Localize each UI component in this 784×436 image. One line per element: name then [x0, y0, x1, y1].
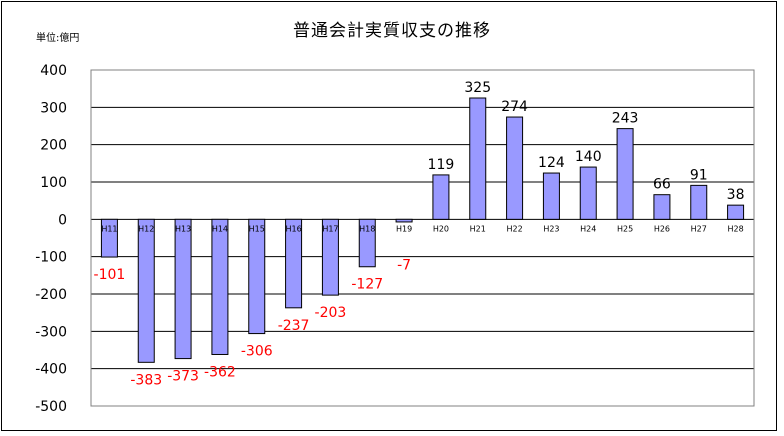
- data-label: 91: [690, 167, 708, 183]
- bar: [211, 218, 229, 355]
- plot-area-border: [90, 69, 755, 407]
- bar: [137, 218, 155, 363]
- category-label: H19: [396, 224, 412, 233]
- bar: [653, 194, 671, 220]
- data-label: -7: [397, 257, 411, 273]
- category-label: H22: [506, 224, 522, 233]
- bar: [469, 97, 487, 220]
- bar: [432, 174, 450, 220]
- data-label: -237: [278, 318, 310, 334]
- data-label: -383: [130, 372, 162, 388]
- chart-title: 普通会計実質収支の推移: [293, 21, 491, 41]
- data-labels: -101 -383 -373 -362 -306 -237 -203-127 -7 119 325…: [94, 80, 745, 388]
- chart-frame: [1, 1, 777, 431]
- data-label: 124: [538, 155, 565, 171]
- category-label: H11: [101, 224, 117, 233]
- data-label: 119: [428, 157, 455, 173]
- bar: [506, 116, 524, 220]
- unit-label: 単位:億円: [36, 33, 80, 44]
- category-label: H17: [322, 224, 338, 233]
- y-tick-label: -100: [35, 250, 67, 266]
- category-label: H16: [285, 224, 301, 233]
- bar: [690, 184, 708, 220]
- y-tick-label: -400: [35, 362, 67, 378]
- bar: [285, 218, 303, 309]
- bar: [542, 172, 560, 220]
- data-label: -362: [204, 364, 236, 380]
- data-label: -101: [94, 267, 126, 283]
- data-label: -203: [315, 305, 347, 321]
- bar: [100, 218, 118, 258]
- y-tick-label: 100: [40, 175, 67, 191]
- data-label: 274: [501, 99, 528, 115]
- bar: [727, 204, 745, 220]
- data-label: -373: [167, 369, 199, 385]
- bar: [248, 218, 266, 335]
- category-label: H27: [691, 224, 707, 233]
- y-tick-label: -200: [35, 287, 67, 303]
- category-label: H26: [654, 224, 670, 233]
- bar: [579, 166, 597, 220]
- category-label: H15: [249, 224, 265, 233]
- bar: [174, 218, 192, 360]
- y-tick-label: 300: [40, 100, 67, 116]
- category-labels: H11 H12 H13 H14 H15 H16 H17 H18 H19 H20 H21 H22 H23 H…: [101, 224, 743, 233]
- category-label: H21: [470, 224, 486, 233]
- data-label: -127: [351, 277, 383, 293]
- category-label: H25: [617, 224, 633, 233]
- plot-border: [90, 69, 755, 407]
- bar: [616, 128, 634, 220]
- category-label: H14: [212, 224, 228, 233]
- bar: [395, 218, 413, 223]
- data-label: 325: [464, 80, 491, 96]
- y-tick-label: 0: [58, 212, 67, 228]
- y-axis-ticks: 400 300 200 100 0 -100 -200 -300 -400 -500: [35, 63, 67, 415]
- gridlines: [91, 69, 754, 407]
- data-label: 140: [575, 149, 602, 165]
- category-label: H28: [727, 224, 743, 233]
- data-label: 66: [653, 177, 671, 193]
- y-tick-label: 200: [40, 138, 67, 154]
- category-label: H23: [543, 224, 559, 233]
- category-label: H13: [175, 224, 191, 233]
- category-label: H20: [433, 224, 449, 233]
- category-label: H18: [359, 224, 375, 233]
- bars: [100, 97, 745, 363]
- data-label: 243: [612, 111, 639, 127]
- y-tick-label: 400: [40, 63, 67, 79]
- category-label: H24: [580, 224, 596, 233]
- data-label: 38: [727, 187, 745, 203]
- y-tick-label: -300: [35, 324, 67, 340]
- bar: [358, 218, 376, 268]
- data-label: -306: [241, 344, 273, 360]
- bar: [321, 218, 339, 296]
- category-label: H12: [138, 224, 154, 233]
- y-tick-label: -500: [35, 399, 67, 415]
